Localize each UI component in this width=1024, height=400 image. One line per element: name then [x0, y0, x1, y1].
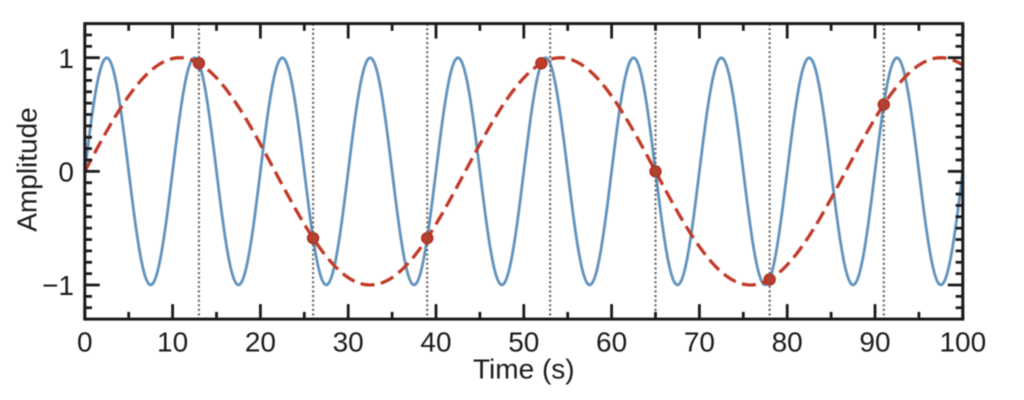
svg-text:40: 40: [420, 327, 451, 358]
svg-text:−1: −1: [42, 270, 74, 301]
svg-text:1: 1: [58, 43, 74, 74]
svg-text:50: 50: [508, 327, 539, 358]
svg-text:10: 10: [157, 327, 188, 358]
svg-text:0: 0: [58, 157, 74, 188]
svg-text:90: 90: [859, 327, 890, 358]
svg-text:60: 60: [596, 327, 627, 358]
svg-text:70: 70: [684, 327, 715, 358]
svg-text:20: 20: [245, 327, 276, 358]
svg-text:Amplitude: Amplitude: [12, 107, 43, 232]
svg-text:30: 30: [333, 327, 364, 358]
svg-text:80: 80: [772, 327, 803, 358]
svg-text:Time (s): Time (s): [473, 354, 575, 385]
svg-text:100: 100: [939, 327, 986, 358]
svg-text:0: 0: [77, 327, 93, 358]
